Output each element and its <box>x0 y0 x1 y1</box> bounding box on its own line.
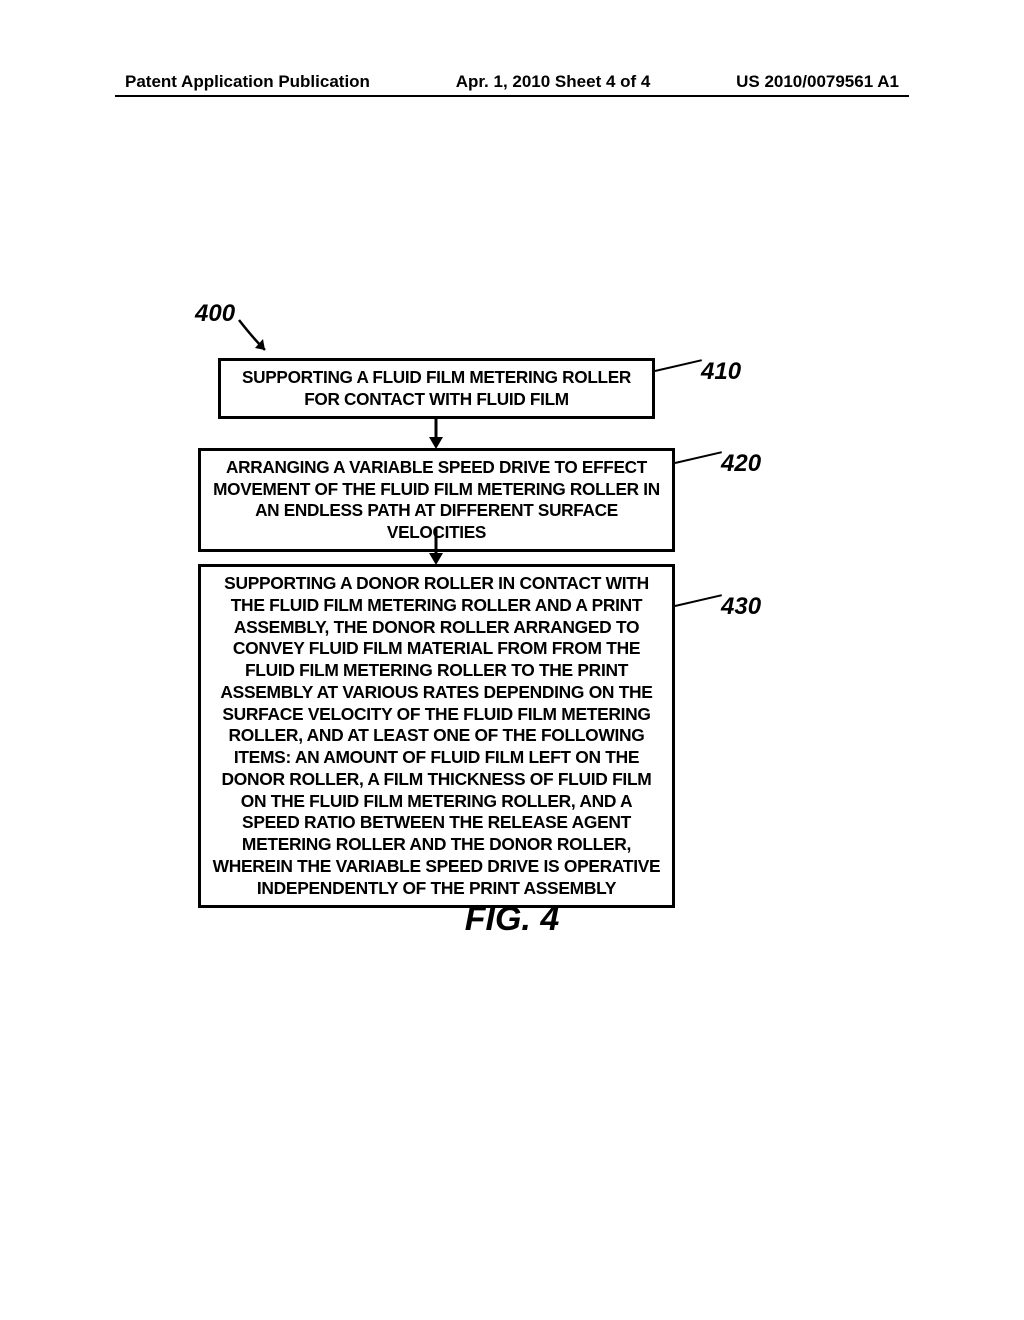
ref-label-430: 430 <box>721 593 761 621</box>
leader-line-430 <box>675 594 722 607</box>
leader-line-410 <box>655 359 702 372</box>
header-rule <box>115 95 909 97</box>
ref-label-410: 410 <box>701 358 741 386</box>
flow-node-410: SUPPORTING A FLUID FILM METERING ROLLER … <box>218 358 655 419</box>
connector-arrow-2-icon <box>426 529 446 567</box>
connector-arrow-1-icon <box>426 416 446 451</box>
flow-node-430: SUPPORTING A DONOR ROLLER IN CONTACT WIT… <box>198 564 675 908</box>
header-center: Apr. 1, 2010 Sheet 4 of 4 <box>456 72 651 92</box>
flow-ref-400: 400 <box>195 300 235 328</box>
header-right: US 2010/0079561 A1 <box>736 72 899 92</box>
page-header: Patent Application Publication Apr. 1, 2… <box>125 72 899 92</box>
patent-page: Patent Application Publication Apr. 1, 2… <box>0 0 1024 1320</box>
leader-line-420 <box>675 451 722 464</box>
ref-label-420: 420 <box>721 450 761 478</box>
header-left: Patent Application Publication <box>125 72 370 92</box>
figure-caption: FIG. 4 <box>0 900 1024 939</box>
arrow-400-icon <box>237 318 277 358</box>
